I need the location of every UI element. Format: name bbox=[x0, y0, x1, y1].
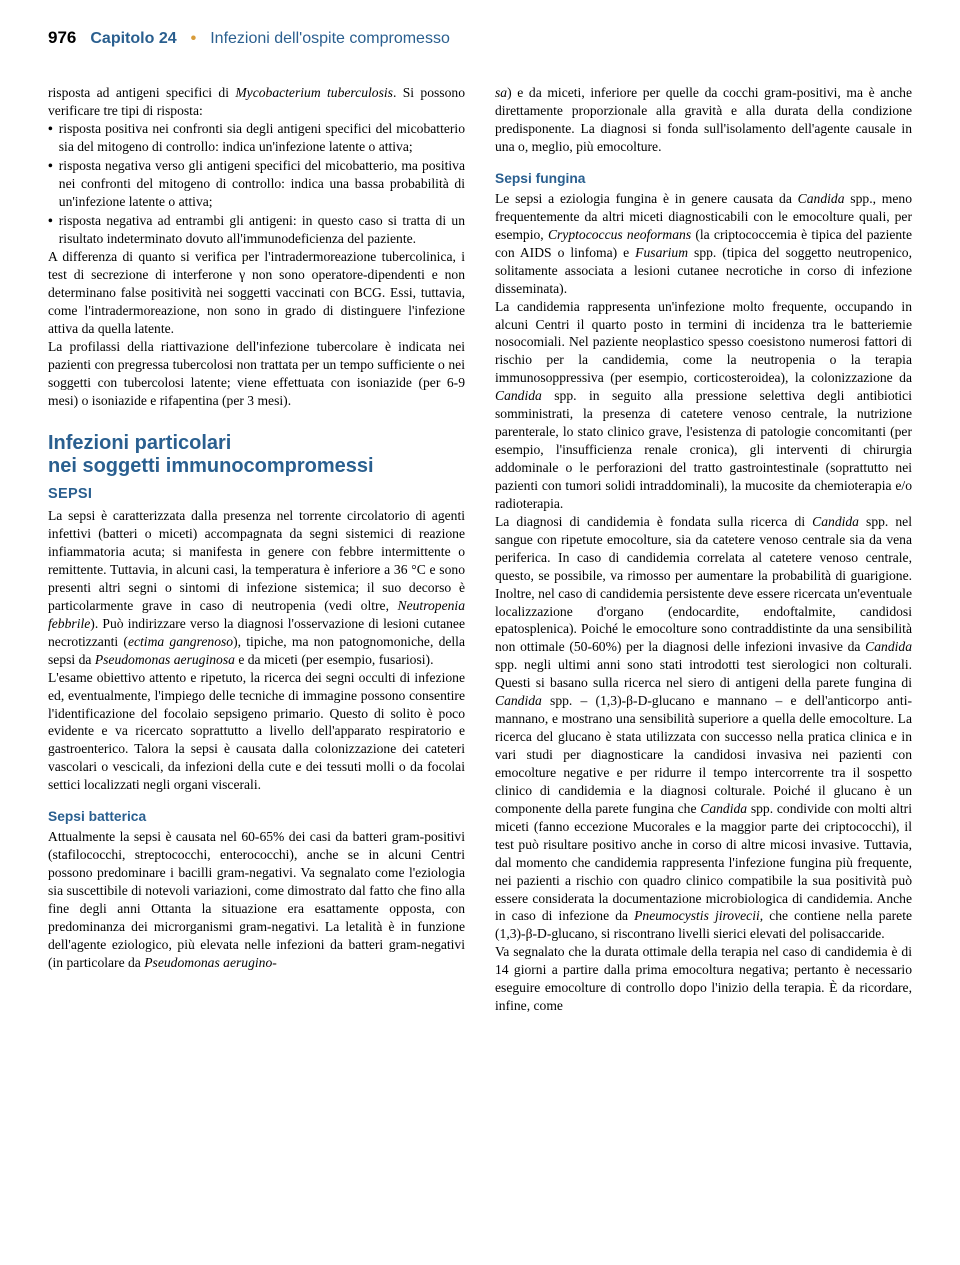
body-paragraph: Le sepsi a eziologia fungina è in genere… bbox=[495, 190, 912, 298]
chapter-title: Infezioni dell'ospite compromesso bbox=[210, 30, 450, 48]
bullet-text: risposta positiva nei confronti sia degl… bbox=[59, 120, 465, 156]
bullet-text: risposta negativa ad entrambi gli antige… bbox=[59, 212, 465, 248]
page-number: 976 bbox=[48, 28, 76, 48]
body-paragraph: Attualmente la sepsi è causata nel 60-65… bbox=[48, 828, 465, 972]
body-paragraph: Va segnalato che la durata ottimale dell… bbox=[495, 943, 912, 1015]
intro-text: risposta ad antigeni specifici di Mycoba… bbox=[48, 84, 465, 120]
chapter-label: Capitolo 24 bbox=[90, 30, 176, 48]
section-title: Infezioni particolarinei soggetti immuno… bbox=[48, 432, 465, 479]
bullet-text: risposta negativa verso gli antigeni spe… bbox=[59, 157, 465, 211]
bullet-item: • risposta negativa verso gli antigeni s… bbox=[48, 157, 465, 211]
body-paragraph: La sepsi è caratterizzata dalla presenza… bbox=[48, 507, 465, 668]
subsection-title: SEPSI bbox=[48, 485, 465, 504]
bullet-marker: • bbox=[48, 157, 53, 211]
subsubsection-title: Sepsi fungina bbox=[495, 170, 912, 188]
body-paragraph: L'esame obiettivo attento e ripetuto, la… bbox=[48, 669, 465, 795]
bullet-item: • risposta positiva nei confronti sia de… bbox=[48, 120, 465, 156]
content-columns: risposta ad antigeni specifici di Mycoba… bbox=[48, 84, 912, 1015]
body-paragraph: La candidemia rappresenta un'infezione m… bbox=[495, 298, 912, 513]
bullet-marker: • bbox=[48, 212, 53, 248]
left-column: risposta ad antigeni specifici di Mycoba… bbox=[48, 84, 465, 1015]
body-paragraph: La profilassi della riattivazione dell'i… bbox=[48, 338, 465, 410]
right-column: sa) e da miceti, inferiore per quelle da… bbox=[495, 84, 912, 1015]
subsubsection-title: Sepsi batterica bbox=[48, 808, 465, 826]
page-header: 976 Capitolo 24 • Infezioni dell'ospite … bbox=[48, 28, 912, 48]
body-paragraph: A differenza di quanto si verifica per l… bbox=[48, 248, 465, 338]
separator-dot: • bbox=[191, 30, 197, 48]
bullet-item: • risposta negativa ad entrambi gli anti… bbox=[48, 212, 465, 248]
body-paragraph: La diagnosi di candidemia è fondata sull… bbox=[495, 513, 912, 944]
bullet-marker: • bbox=[48, 120, 53, 156]
body-paragraph: sa) e da miceti, inferiore per quelle da… bbox=[495, 84, 912, 156]
